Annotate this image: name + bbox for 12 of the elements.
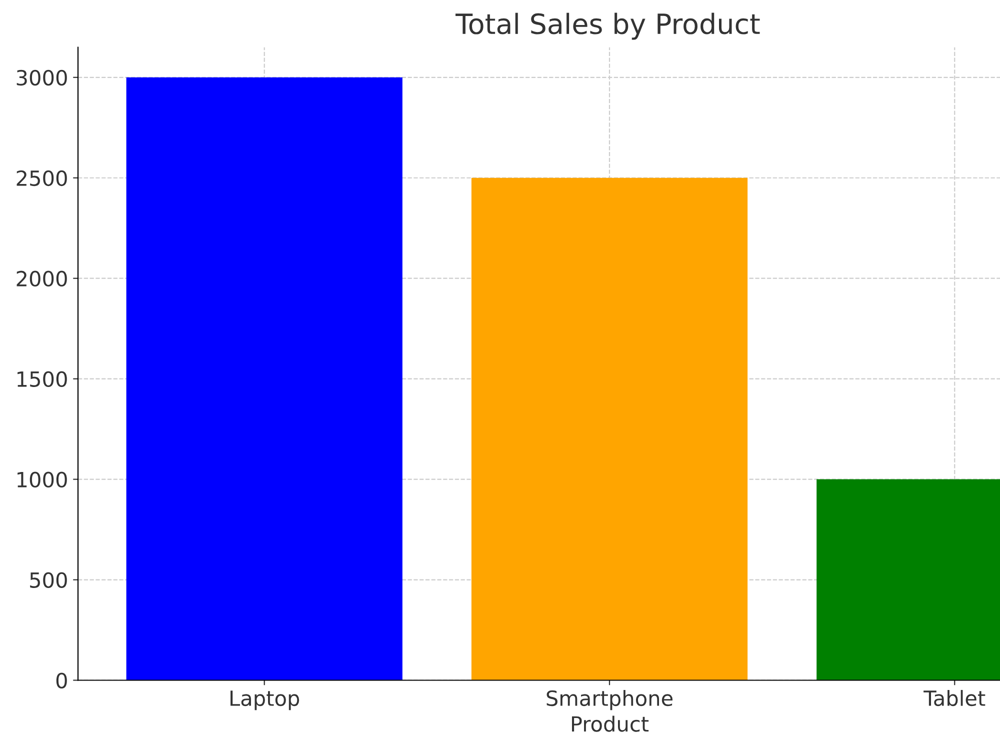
- x-tick-label: Laptop: [230, 690, 300, 710]
- y-tick-label: 2000: [16, 270, 67, 287]
- x-axis-title: Product: [572, 716, 649, 732]
- y-tick-label: 1000: [18, 472, 67, 488]
- y-tick-label: 0: [56, 672, 67, 688]
- chart-title: Total Sales by Product: [456, 12, 760, 40]
- x-tick-label: Smartphone: [546, 690, 672, 710]
- y-tick-label: 2500: [16, 170, 67, 186]
- y-tick-label: 1500: [18, 371, 67, 388]
- y-tick-label: 500: [30, 572, 67, 588]
- x-tick-label: Tablet: [924, 690, 986, 706]
- y-tick-label: 3000: [16, 70, 67, 86]
